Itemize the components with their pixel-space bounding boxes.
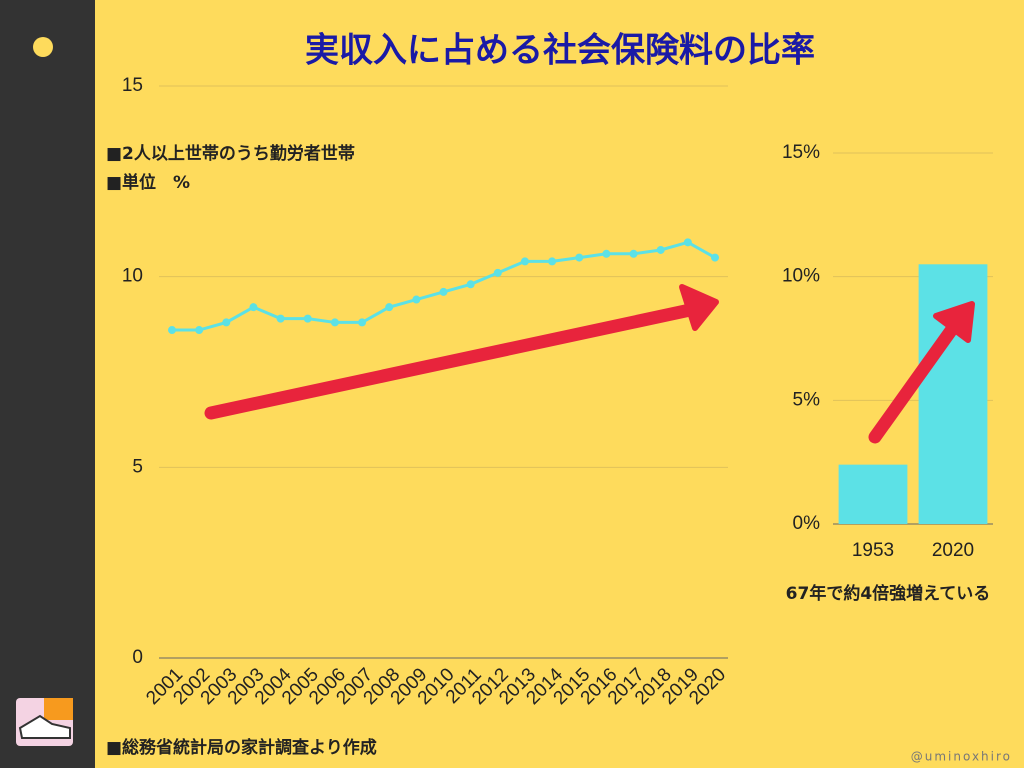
y-tick-label: 10%	[782, 266, 820, 287]
y-tick-label: 15	[122, 75, 143, 96]
data-point	[683, 238, 692, 247]
sidebar	[0, 0, 95, 768]
data-point	[629, 249, 638, 258]
y-tick-label: 10	[122, 266, 143, 287]
y-tick-label: 5%	[793, 389, 821, 410]
data-point	[602, 249, 611, 258]
annotation: 67年で約4倍強増えている	[786, 583, 991, 604]
data-point	[466, 280, 475, 289]
source: ■総務省統計局の家計調査より作成	[106, 737, 377, 758]
data-point	[412, 295, 421, 304]
bar	[838, 464, 908, 524]
data-point	[656, 245, 665, 254]
y-tick-label: 5	[132, 456, 143, 477]
data-point	[303, 314, 312, 323]
data-point	[385, 303, 394, 312]
data-point	[168, 326, 176, 335]
data-point	[249, 303, 258, 312]
x-tick-label: 1953	[852, 540, 894, 561]
data-point	[575, 253, 584, 262]
y-tick-label: 0%	[793, 513, 821, 534]
data-point	[330, 318, 339, 327]
data-point	[222, 318, 231, 327]
arrow	[204, 284, 719, 420]
note: ■2人以上世帯のうち勤労者世帯	[106, 143, 355, 164]
data-point	[195, 326, 204, 335]
data-point	[548, 257, 557, 266]
y-tick-label: 15%	[782, 142, 820, 163]
data-point	[276, 314, 285, 323]
data-point	[711, 253, 719, 262]
arrow	[868, 301, 975, 444]
data-point	[439, 287, 448, 296]
x-tick-label: 2020	[932, 540, 974, 561]
y-tick-label: 0	[132, 647, 143, 668]
dot	[33, 37, 53, 57]
data-point	[520, 257, 529, 266]
note: ■単位 %	[106, 172, 190, 193]
title: 実収入に占める社会保険料の比率	[305, 31, 815, 71]
data-point	[493, 268, 502, 277]
bar	[918, 264, 988, 524]
data-point	[358, 318, 367, 327]
credit: @uminoxhiro	[911, 750, 1012, 764]
logo-icon	[16, 698, 73, 746]
